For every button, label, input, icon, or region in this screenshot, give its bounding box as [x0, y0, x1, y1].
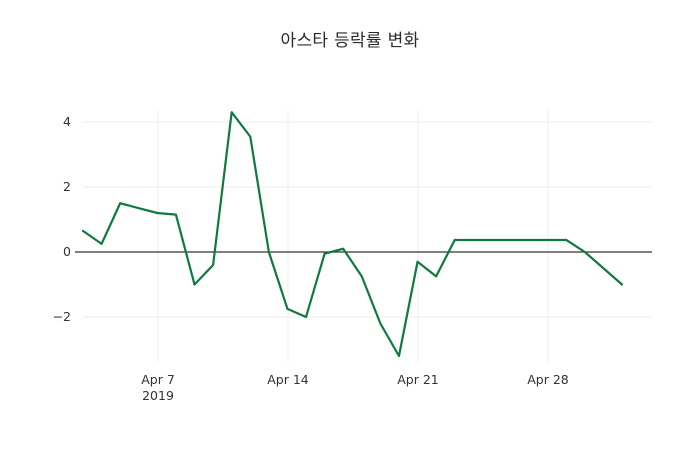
x-tick-primary: Apr 14	[267, 372, 309, 387]
data-series-line	[81, 111, 624, 358]
x-tick-secondary: 2019	[142, 388, 174, 403]
x-tick-primary: Apr 28	[527, 372, 569, 387]
x-axis-tick-label: Apr 21	[358, 372, 478, 388]
y-axis-tick-label: 0	[63, 244, 71, 259]
gridlines	[83, 110, 652, 362]
y-axis-tick-label: −2	[52, 309, 71, 324]
y-axis-tick-label: 2	[63, 179, 71, 194]
x-axis-tick-label: Apr 14	[228, 372, 348, 388]
x-tick-primary: Apr 7	[141, 372, 175, 387]
x-tick-primary: Apr 21	[397, 372, 439, 387]
x-axis-tick-label: Apr 7 2019	[98, 372, 218, 404]
x-axis-tick-label: Apr 28	[488, 372, 608, 388]
chart-title: 아스타 등락률 변화	[280, 31, 420, 51]
y-axis-tick-label: 4	[63, 114, 71, 129]
